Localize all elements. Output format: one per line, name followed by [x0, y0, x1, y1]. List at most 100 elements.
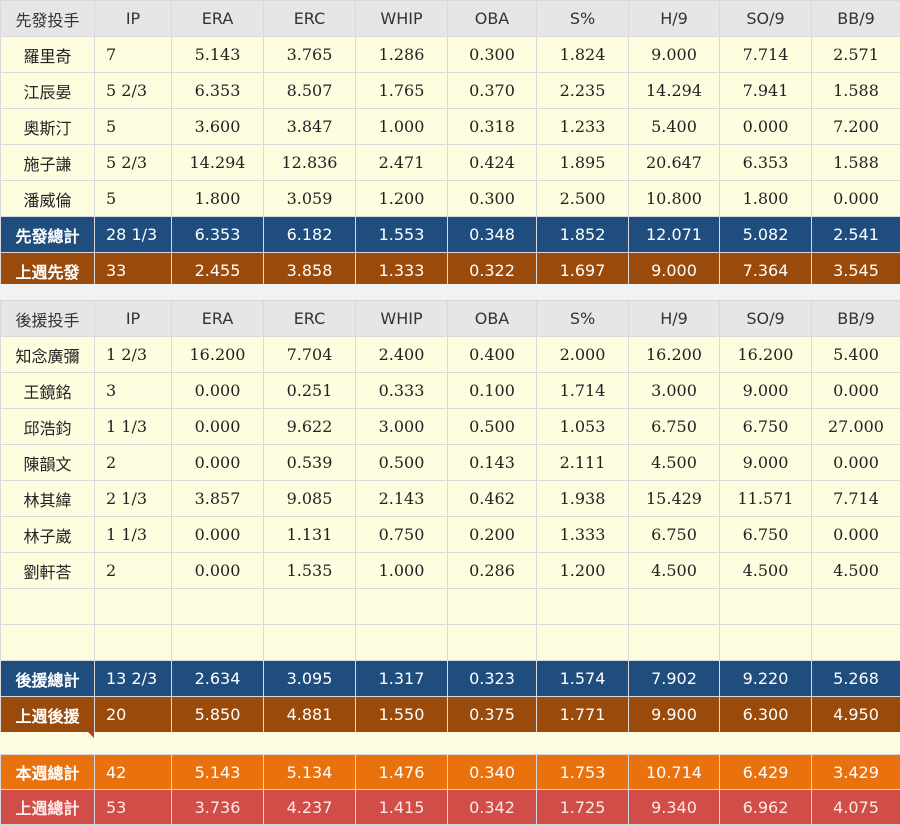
stat-cell: 5.143 — [172, 755, 264, 790]
stat-cell: 0.000 — [812, 373, 900, 409]
stat-cell: 6.750 — [629, 517, 720, 553]
table-row: 林子崴 1 1/3 0.000 1.131 0.750 0.200 1.333 … — [1, 517, 900, 553]
stat-cell: 6.962 — [720, 790, 812, 825]
stat-cell: 3.600 — [172, 109, 264, 145]
stat-cell: 2.400 — [356, 337, 448, 373]
stat-cell: 4.881 — [264, 697, 356, 733]
stat-cell: 0.462 — [448, 481, 537, 517]
stat-cell: 1.286 — [356, 37, 448, 73]
stat-cell: 3.000 — [629, 373, 720, 409]
spacer-row — [0, 732, 900, 754]
stat-cell: 7.200 — [812, 109, 900, 145]
stat-cell: 9.000 — [629, 37, 720, 73]
stat-cell: 1.588 — [812, 73, 900, 109]
table-row: 陳韻文 2 0.000 0.539 0.500 0.143 2.111 4.50… — [1, 445, 900, 481]
stat-cell: 14.294 — [629, 73, 720, 109]
stat-cell: 2 — [95, 553, 172, 589]
relievers-header-row: 後援投手 IP ERA ERC WHIP OBA S% H/9 SO/9 BB/… — [1, 301, 900, 337]
table-row: 王鏡銘 3 0.000 0.251 0.333 0.100 1.714 3.00… — [1, 373, 900, 409]
header-cell: WHIP — [356, 301, 448, 337]
stat-cell: 5.400 — [629, 109, 720, 145]
stat-cell: 0.143 — [448, 445, 537, 481]
stat-cell: 53 — [95, 790, 172, 825]
comment-marker-icon — [88, 732, 94, 738]
stat-cell: 2 1/3 — [95, 481, 172, 517]
stat-cell: 0.251 — [264, 373, 356, 409]
stat-cell: 0.000 — [720, 109, 812, 145]
stat-cell: 20 — [95, 697, 172, 733]
pitcher-name: 陳韻文 — [1, 445, 95, 481]
stat-cell: 10.714 — [629, 755, 720, 790]
stat-cell: 2.111 — [537, 445, 629, 481]
stat-cell: 4.075 — [812, 790, 900, 825]
header-cell: WHIP — [356, 1, 448, 37]
pitcher-name: 羅里奇 — [1, 37, 95, 73]
stat-cell: 0.000 — [812, 445, 900, 481]
stat-cell: 3.000 — [356, 409, 448, 445]
header-cell: H/9 — [629, 1, 720, 37]
stat-cell: 16.200 — [629, 337, 720, 373]
stat-cell: 0.000 — [812, 181, 900, 217]
empty-row — [1, 589, 900, 625]
starters-table: 先發投手 IP ERA ERC WHIP OBA S% H/9 SO/9 BB/… — [0, 0, 900, 289]
pitcher-name: 奧斯汀 — [1, 109, 95, 145]
stat-cell: 1.333 — [537, 517, 629, 553]
stat-cell: 1.800 — [720, 181, 812, 217]
stat-cell: 2.471 — [356, 145, 448, 181]
stat-cell: 0.400 — [448, 337, 537, 373]
stat-cell: 5.134 — [264, 755, 356, 790]
header-cell: SO/9 — [720, 301, 812, 337]
stat-cell: 9.000 — [720, 373, 812, 409]
stat-cell: 6.750 — [629, 409, 720, 445]
stat-cell: 7.714 — [720, 37, 812, 73]
header-cell: SO/9 — [720, 1, 812, 37]
total-label: 本週總計 — [1, 755, 95, 790]
stat-cell: 0.323 — [448, 661, 537, 697]
stat-cell: 2.541 — [812, 217, 900, 253]
stat-cell: 7.902 — [629, 661, 720, 697]
stat-cell: 1.895 — [537, 145, 629, 181]
stat-cell: 8.507 — [264, 73, 356, 109]
stat-cell: 1 2/3 — [95, 337, 172, 373]
pitcher-name: 江辰晏 — [1, 73, 95, 109]
table-row: 劉軒荅 2 0.000 1.535 1.000 0.286 1.200 4.50… — [1, 553, 900, 589]
table-row: 江辰晏 5 2/3 6.353 8.507 1.765 0.370 2.235 … — [1, 73, 900, 109]
header-cell: S% — [537, 1, 629, 37]
pitcher-name: 邱浩鈞 — [1, 409, 95, 445]
stat-cell: 6.182 — [264, 217, 356, 253]
stat-cell: 0.000 — [172, 373, 264, 409]
stat-cell: 5.143 — [172, 37, 264, 73]
stat-cell: 1 1/3 — [95, 517, 172, 553]
stat-cell: 0.424 — [448, 145, 537, 181]
relievers-total-row: 後援總計 13 2/3 2.634 3.095 1.317 0.323 1.57… — [1, 661, 900, 697]
total-label: 上週總計 — [1, 790, 95, 825]
stat-cell: 1.535 — [264, 553, 356, 589]
stat-cell: 4.500 — [812, 553, 900, 589]
stat-cell: 0.539 — [264, 445, 356, 481]
stat-cell: 0.000 — [812, 517, 900, 553]
header-cell: IP — [95, 1, 172, 37]
this-week-total-row: 本週總計 42 5.143 5.134 1.476 0.340 1.753 10… — [1, 755, 900, 790]
stat-cell: 4.500 — [720, 553, 812, 589]
stat-cell: 3.847 — [264, 109, 356, 145]
stat-cell: 5.400 — [812, 337, 900, 373]
relievers-table: 後援投手 IP ERA ERC WHIP OBA S% H/9 SO/9 BB/… — [0, 300, 900, 733]
header-cell: BB/9 — [812, 301, 900, 337]
stat-cell: 9.340 — [629, 790, 720, 825]
stat-cell: 7.714 — [812, 481, 900, 517]
stat-cell: 9.900 — [629, 697, 720, 733]
total-label: 上週後援 — [1, 697, 95, 733]
stat-cell: 9.000 — [720, 445, 812, 481]
stat-cell: 5.268 — [812, 661, 900, 697]
table-row: 施子謙 5 2/3 14.294 12.836 2.471 0.424 1.89… — [1, 145, 900, 181]
stat-cell: 20.647 — [629, 145, 720, 181]
stat-cell: 9.220 — [720, 661, 812, 697]
stat-cell: 4.950 — [812, 697, 900, 733]
stat-cell: 5.850 — [172, 697, 264, 733]
stat-cell: 3 — [95, 373, 172, 409]
stat-cell: 6.353 — [172, 217, 264, 253]
stat-cell: 0.300 — [448, 37, 537, 73]
stat-cell: 1.200 — [356, 181, 448, 217]
header-cell: ERA — [172, 301, 264, 337]
stat-cell: 0.342 — [448, 790, 537, 825]
